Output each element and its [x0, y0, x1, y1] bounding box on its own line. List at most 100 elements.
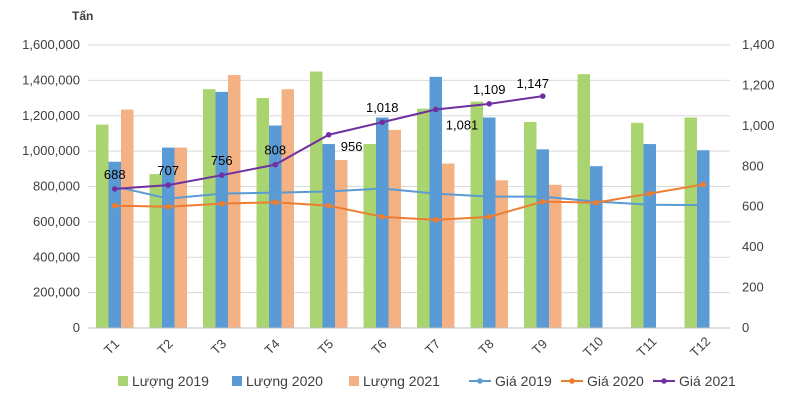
bar-lượng-2019 — [203, 89, 216, 328]
y-right-tick-label: 600 — [742, 199, 764, 214]
data-label: 808 — [264, 143, 286, 158]
point-giá-2021 — [272, 161, 279, 168]
legend-swatch-lượng-2021 — [349, 376, 359, 386]
x-tick-label: T12 — [687, 334, 713, 360]
y-left-tick-label: 600,000 — [33, 214, 80, 229]
x-tick-label: T4 — [261, 336, 282, 357]
legend-marker-giá-2021 — [661, 378, 667, 384]
point-giá-2020 — [218, 200, 225, 207]
bar-lượng-2019 — [631, 122, 644, 328]
bar-lượng-2019 — [470, 101, 483, 328]
bar-lượng-2019 — [149, 174, 162, 328]
y-left-unit-label: Tấn — [72, 9, 93, 23]
bar-lượng-2020 — [643, 144, 656, 328]
legend-label-giá-2019: Giá 2019 — [495, 373, 552, 389]
bar-lượng-2020 — [429, 76, 442, 329]
bar-lượng-2021 — [228, 75, 241, 328]
legend-swatch-lượng-2019 — [118, 376, 128, 386]
point-giá-2019 — [539, 193, 546, 200]
y-left-tick-label: 1,200,000 — [22, 108, 80, 123]
bar-lượng-2019 — [96, 124, 109, 328]
bar-lượng-2021 — [281, 89, 294, 328]
bar-lượng-2021 — [335, 159, 348, 328]
point-giá-2019 — [700, 202, 707, 208]
legend-marker-giá-2019 — [477, 378, 483, 384]
point-giá-2021 — [325, 131, 332, 138]
y-right-tick-label: 1,400 — [742, 37, 775, 52]
point-giá-2019 — [218, 190, 225, 197]
point-giá-2020 — [700, 181, 707, 188]
legend-label-lượng-2021: Lượng 2021 — [363, 373, 440, 389]
bar-lượng-2019 — [310, 71, 323, 328]
point-giá-2021 — [165, 182, 172, 188]
point-giá-2021 — [432, 106, 439, 113]
bar-lượng-2021 — [174, 147, 187, 328]
y-right-tick-label: 1,200 — [742, 77, 775, 92]
bar-lượng-2020 — [322, 144, 335, 328]
point-giá-2021 — [218, 172, 225, 178]
bar-lượng-2021 — [121, 109, 134, 328]
data-label: 1,018 — [366, 100, 399, 115]
y-left-tick-label: 400,000 — [33, 249, 80, 264]
y-left-tick-label: 0 — [73, 320, 80, 335]
bar-lượng-2019 — [363, 144, 376, 328]
x-tick-label: T11 — [634, 334, 660, 360]
y-left-tick-label: 1,600,000 — [22, 37, 80, 52]
y-left-tick-label: 200,000 — [33, 285, 80, 300]
x-tick-label: T2 — [154, 336, 175, 357]
point-giá-2020 — [593, 199, 600, 206]
point-giá-2020 — [379, 214, 386, 220]
bar-lượng-2020 — [215, 91, 228, 328]
point-giá-2020 — [486, 214, 493, 220]
x-tick-label: T8 — [475, 336, 496, 357]
x-tick-label: T10 — [580, 334, 606, 360]
point-giá-2019 — [379, 185, 386, 192]
data-label: 1,109 — [473, 82, 506, 97]
line-giá-2020 — [114, 183, 704, 221]
y-right-tick-label: 0 — [742, 320, 749, 335]
x-tick-label: T5 — [315, 336, 336, 357]
x-tick-label: T7 — [422, 336, 443, 357]
y-right-tick-label: 400 — [742, 239, 764, 254]
data-label: 956 — [341, 139, 363, 154]
y-right-tick-label: 1,000 — [742, 118, 775, 133]
point-giá-2020 — [325, 202, 332, 209]
bar-lượng-2019 — [684, 117, 697, 328]
legend-label-lượng-2020: Lượng 2020 — [246, 373, 323, 389]
bar-lượng-2020 — [483, 117, 496, 328]
bar-lượng-2019 — [524, 121, 537, 328]
point-giá-2021 — [539, 93, 546, 99]
point-giá-2020 — [111, 202, 118, 209]
bar-lượng-2021 — [549, 184, 562, 328]
data-label: 1,147 — [516, 76, 549, 91]
point-giá-2020 — [165, 203, 172, 210]
bar-lượng-2021 — [388, 129, 401, 328]
legend-label-giá-2021: Giá 2021 — [679, 373, 736, 389]
data-label: 688 — [104, 167, 126, 182]
bar-lượng-2020 — [269, 125, 282, 329]
legend-label-giá-2020: Giá 2020 — [587, 373, 644, 389]
bar-lượng-2021 — [495, 180, 508, 328]
point-giá-2019 — [646, 201, 653, 208]
data-label: 756 — [211, 153, 233, 168]
data-label: 707 — [157, 163, 179, 178]
legend-label-lượng-2019: Lượng 2019 — [132, 373, 209, 389]
point-giá-2020 — [539, 198, 546, 205]
point-giá-2019 — [486, 193, 493, 200]
point-giá-2019 — [272, 189, 279, 196]
data-label: 1,081 — [446, 117, 479, 132]
y-left-tick-label: 1,000,000 — [22, 143, 80, 158]
bar-lượng-2020 — [376, 117, 389, 328]
bar-lượng-2021 — [442, 163, 455, 328]
bar-lượng-2020 — [536, 149, 549, 328]
point-giá-2021 — [379, 119, 386, 126]
x-tick-label: T6 — [368, 336, 389, 357]
point-giá-2020 — [432, 217, 439, 223]
x-tick-label: T1 — [101, 336, 122, 357]
point-giá-2019 — [165, 195, 172, 202]
y-left-tick-label: 1,400,000 — [22, 72, 80, 87]
bar-lượng-2020 — [697, 150, 710, 328]
legend-swatch-lượng-2020 — [232, 376, 242, 386]
point-giá-2020 — [272, 199, 279, 206]
